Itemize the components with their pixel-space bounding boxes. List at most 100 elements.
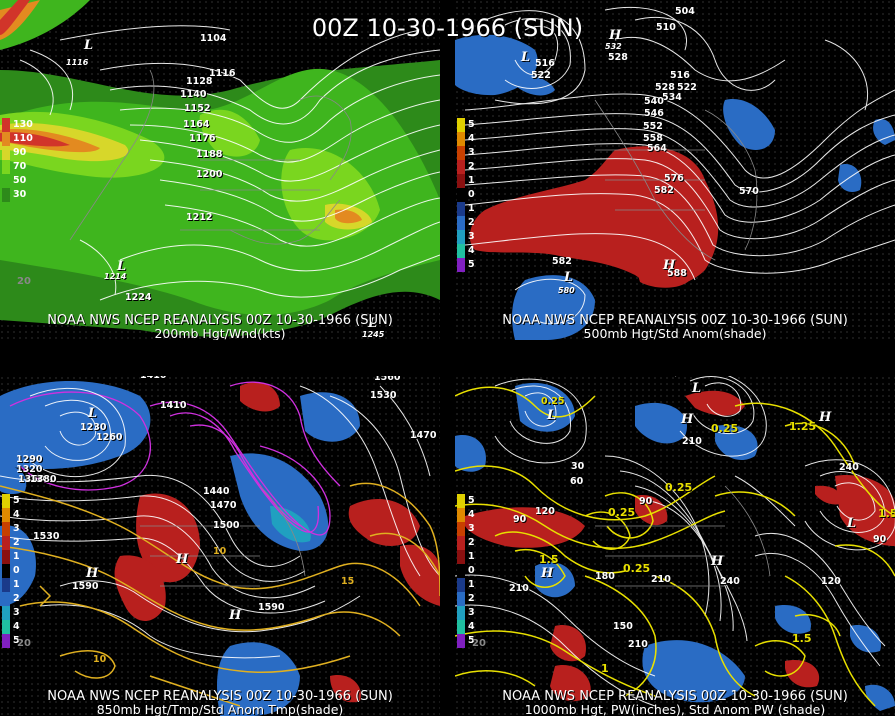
legend-swatch <box>2 132 10 146</box>
legend-label: 50 <box>13 175 27 186</box>
contour-label: 1350 <box>18 474 45 485</box>
panel-500mb: 5 4 3 2 1 0 1 2 3 4 5 H 532 504 510 516 522 528 51… <box>455 0 895 340</box>
contour-label: 150 <box>613 621 633 632</box>
legend-label: 4 <box>468 133 475 144</box>
legend-label: 3 <box>468 607 475 618</box>
contour-label: 1.5 <box>878 507 895 520</box>
legend-swatch <box>457 202 465 216</box>
panel-caption: NOAA NWS NCEP REANALYSIS 00Z 10-30-1966 … <box>47 313 393 328</box>
legend-swatch <box>2 508 10 522</box>
panel-subcaption: 1000mb Hgt, PW(inches), Std Anom PW (sha… <box>524 702 826 716</box>
panel-caption: NOAA NWS NCEP REANALYSIS 00Z 10-30-1966 … <box>502 313 848 328</box>
lon-label: 20 <box>472 638 486 649</box>
contour-label: 1410 <box>160 400 187 411</box>
contour-label: 1590 <box>72 581 99 592</box>
contour-label: 1 <box>601 662 609 675</box>
contour-label: 1.5 <box>792 632 812 645</box>
legend-swatch <box>457 132 465 146</box>
contour-label: 90 <box>639 496 653 507</box>
legend-swatch <box>2 606 10 620</box>
contour-label: 0.25 <box>541 396 565 407</box>
contour-label: 1140 <box>180 89 207 100</box>
legend-label: 3 <box>13 523 20 534</box>
contour-label: 1116 <box>209 68 236 79</box>
low-marker: L <box>521 50 531 65</box>
legend-label: 0 <box>468 565 475 576</box>
contour-label: 1560 <box>374 376 401 383</box>
panel-caption: NOAA NWS NCEP REANALYSIS 00Z 10-30-1966 … <box>47 689 393 704</box>
contour-label: 1188 <box>196 149 223 160</box>
legend-label: 130 <box>13 119 33 130</box>
legend-label: 3 <box>468 231 475 242</box>
contour-label: 1470 <box>210 500 237 511</box>
legend-label: 3 <box>468 147 475 158</box>
contour-label: 1116 <box>66 58 89 67</box>
legend-label: 2 <box>13 593 20 604</box>
contour-label: 120 <box>821 576 841 587</box>
contour-label: 240 <box>720 576 740 587</box>
contour-label: 1530 <box>370 390 397 401</box>
low-marker: L <box>84 38 94 53</box>
legend-swatch <box>2 620 10 634</box>
contour-label: 1164 <box>183 119 210 130</box>
contour-label: 120 <box>535 506 555 517</box>
low-marker: L <box>547 408 557 423</box>
contour-label: 1380 <box>30 474 57 485</box>
legend-swatch <box>457 620 465 634</box>
high-marker: H <box>541 566 554 581</box>
panel-200mb: 130 110 90 70 50 30 1104 1116 1128 1140 1152 … <box>0 0 440 340</box>
contour-label: 0.25 <box>623 562 651 575</box>
high-marker: H <box>663 258 676 273</box>
legend-label: 2 <box>13 537 20 548</box>
legend-swatch <box>457 508 465 522</box>
legend-swatch <box>457 634 465 648</box>
legend-swatch <box>2 634 10 648</box>
legend-label: 5 <box>13 635 20 646</box>
contour-label: 534 <box>662 92 682 103</box>
legend-label: 30 <box>13 189 27 200</box>
pw-anomaly-map <box>455 376 895 716</box>
low-marker: L <box>117 259 127 274</box>
contour-label: 1245 <box>362 330 385 339</box>
legend-label: 0 <box>468 189 475 200</box>
contour-label: 1590 <box>258 602 285 613</box>
contour-label: 528 <box>655 82 675 93</box>
contour-label: 1470 <box>410 430 437 441</box>
contour-label: 1530 <box>33 531 60 542</box>
contour-label: 180 <box>595 571 615 582</box>
contour-label: 60 <box>570 476 584 487</box>
legend-swatch <box>2 592 10 606</box>
contour-label: 1104 <box>200 33 227 44</box>
legend-swatch <box>457 522 465 536</box>
contour-label: 10 <box>93 654 107 665</box>
legend-swatch <box>2 146 10 160</box>
legend-label: 4 <box>468 509 475 520</box>
contour-label: 15 <box>341 576 355 587</box>
contour-label: 1230 <box>80 422 107 433</box>
legend-swatch <box>2 578 10 592</box>
wind-map <box>0 0 440 340</box>
contour-label: 1410 <box>140 376 166 381</box>
legend-swatch <box>2 118 10 132</box>
contour-label: 1320 <box>16 464 43 475</box>
legend-swatch <box>457 188 465 202</box>
contour-label: 1128 <box>186 76 213 87</box>
legend-label: 1 <box>468 175 475 186</box>
contour-label: 210 <box>651 574 671 585</box>
contour-label: 240 <box>839 462 859 473</box>
low-marker: L <box>847 516 857 531</box>
contour-label: 504 <box>675 6 695 17</box>
contour-label: 1214 <box>104 272 127 281</box>
contour-label: 516 <box>535 58 555 69</box>
contour-label: 1212 <box>186 212 213 223</box>
contour-label: 1224 <box>125 292 152 303</box>
contour-label: 516 <box>670 70 690 81</box>
legend-swatch <box>457 592 465 606</box>
legend-label: 4 <box>13 621 20 632</box>
height-anomaly-map <box>455 0 895 340</box>
high-marker: H <box>229 608 242 623</box>
contour-label: 1152 <box>184 103 211 114</box>
legend-swatch <box>2 536 10 550</box>
contour-label: 90 <box>873 534 887 545</box>
